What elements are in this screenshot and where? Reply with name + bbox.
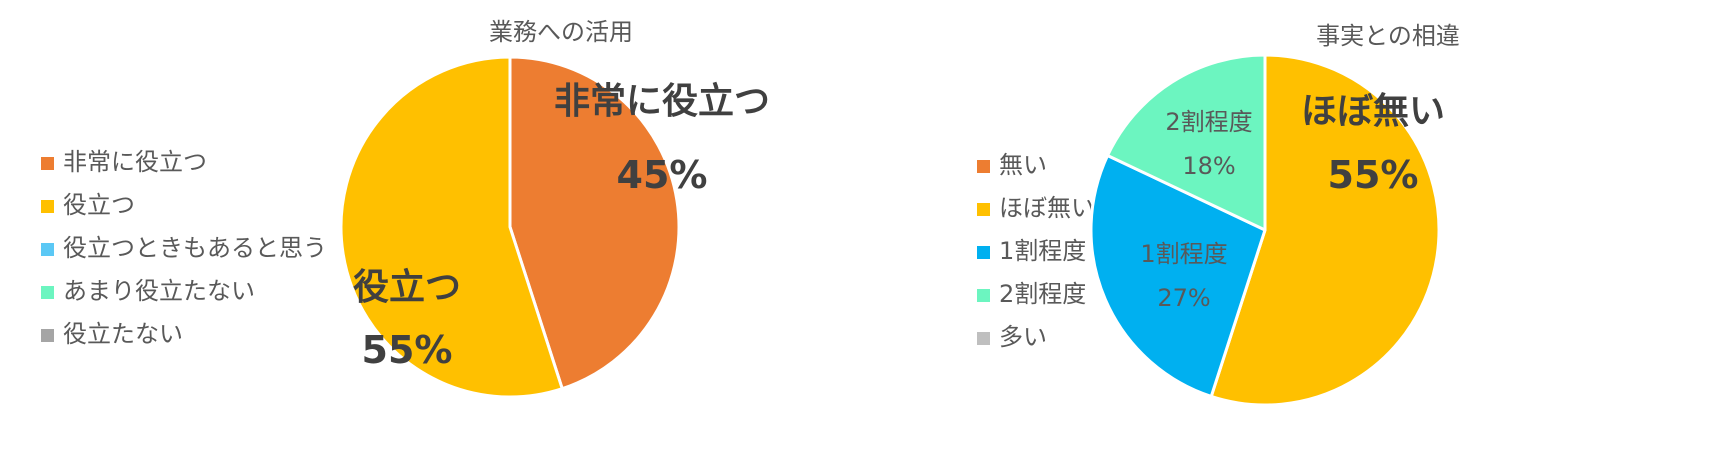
pie-slice: [1209, 53, 1441, 407]
chart-title: 事実との相違: [1316, 22, 1460, 50]
legend-item: あまり役立たない: [41, 276, 327, 319]
legend-item: 役立たない: [41, 319, 327, 362]
legend-swatch: [977, 160, 990, 173]
legend-swatch: [41, 243, 54, 256]
legend-label: 非常に役立つ: [63, 148, 207, 176]
legend-swatch: [977, 246, 990, 259]
data-label-category: 非常に役立つ: [554, 81, 770, 122]
data-label-category: ほぼ無い: [1301, 91, 1445, 132]
legend-label: 1割程度: [999, 237, 1087, 265]
legend-swatch: [977, 289, 990, 302]
legend-label: 役立つときもあると思う: [63, 234, 327, 262]
data-label-value: 45%: [617, 153, 708, 197]
legend-label: 2割程度: [999, 280, 1087, 308]
pie-slice: [508, 55, 681, 391]
legend-item: 1割程度: [977, 236, 1095, 279]
legend-label: あまり役立たない: [63, 277, 255, 305]
legend-item: 無い: [977, 150, 1095, 193]
legend-swatch: [41, 157, 54, 170]
data-label-value: 18%: [1182, 152, 1235, 180]
chart-legend: 無いほぼ無い 1割程度 2割程度多い: [977, 150, 1095, 365]
data-label-category: 役立つ: [353, 267, 461, 308]
data-label-category: 2割程度: [1165, 108, 1252, 136]
legend-item: 非常に役立つ: [41, 147, 327, 190]
legend-swatch: [977, 332, 990, 345]
pie-plot: ほぼ無い 55% 1割程度 27% 2割程度 18%: [1089, 53, 1445, 407]
data-label-value: 55%: [362, 328, 453, 372]
legend-label: 多い: [999, 323, 1047, 351]
legend-item: 役立つ: [41, 190, 327, 233]
pie-plot: 非常に役立つ 45% 役立つ 55%: [339, 55, 770, 399]
legend-item: 多い: [977, 322, 1095, 365]
legend-swatch: [41, 286, 54, 299]
data-label-category: 1割程度: [1140, 240, 1227, 268]
chart-legend: 非常に役立つ 役立つ役立つときもあると思う あまり役立たない 役立たない: [41, 147, 327, 362]
legend-label: ほぼ無い: [999, 194, 1095, 222]
legend-item: ほぼ無い: [977, 193, 1095, 236]
legend-swatch: [41, 329, 54, 342]
legend-label: 無い: [999, 151, 1047, 179]
legend-label: 役立たない: [63, 320, 183, 348]
chart-discrepancy: 事実との相違 無い ほぼ無い 1割程度 2割程度 多い ほぼ無い 55% 1割程度 27% 2割…: [860, 0, 1719, 466]
data-label-value: 27%: [1157, 284, 1210, 312]
legend-swatch: [977, 203, 990, 216]
legend-item: 2割程度: [977, 279, 1095, 322]
chart-title: 業務への活用: [489, 18, 633, 46]
pie-slice: [339, 55, 564, 399]
legend-label: 役立つ: [63, 191, 135, 219]
pie-slice: [1106, 53, 1267, 232]
data-label-value: 55%: [1328, 153, 1419, 197]
chart-usage: 業務への活用 非常に役立つ 役立つ 役立つときもあると思う あまり役立たない 役立たない…: [41, 18, 770, 399]
legend-item: 役立つときもあると思う: [41, 233, 327, 276]
pie-slice: [1089, 153, 1267, 398]
legend-swatch: [41, 200, 54, 213]
